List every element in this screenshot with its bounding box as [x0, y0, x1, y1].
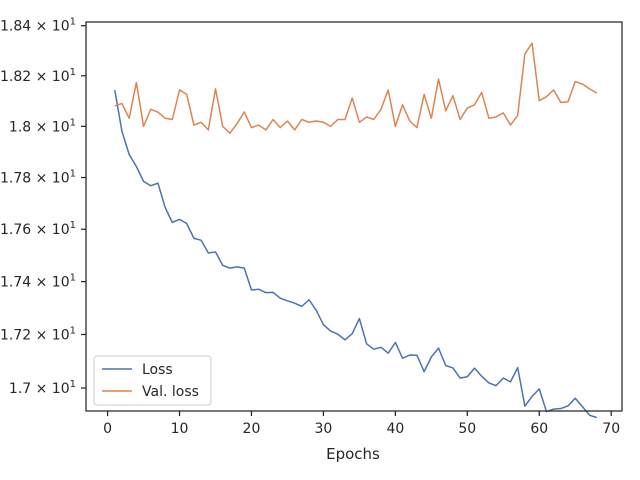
x-tick-label: 0	[103, 421, 112, 437]
x-tick-label: 30	[315, 421, 333, 437]
y-tick-label: 1.8 × 101	[9, 117, 76, 135]
x-tick-label: 70	[602, 421, 620, 437]
legend: Loss Val. loss	[93, 355, 212, 406]
y-tick-label: 1.78 × 101	[0, 169, 76, 187]
y-tick-label: 1.84 × 101	[0, 17, 76, 35]
legend-label-loss: Loss	[142, 362, 173, 378]
series-line-val-loss	[114, 42, 598, 134]
x-axis-label: Epochs	[326, 445, 380, 463]
y-tick-label: 1.76 × 101	[0, 220, 76, 238]
y-tick-label: 1.74 × 101	[0, 273, 76, 291]
x-tick-label: 50	[458, 421, 476, 437]
x-tick-label: 10	[171, 421, 189, 437]
y-tick-label: 1.82 × 101	[0, 67, 76, 85]
y-tick-label: 1.7 × 101	[9, 379, 76, 397]
series-line-loss	[114, 90, 598, 419]
x-tick-label: 40	[386, 421, 404, 437]
series-layer	[114, 42, 598, 419]
legend-label-val-loss: Val. loss	[142, 384, 199, 400]
plot-frame	[85, 21, 623, 412]
y-tick-label: 1.72 × 101	[0, 326, 76, 344]
x-tick-label: 20	[243, 421, 261, 437]
x-tick-label: 60	[530, 421, 548, 437]
y-axis-ticks: 1.7 × 101 1.72 × 101 1.74 × 101 1.76 × 101 1…	[0, 17, 86, 397]
x-axis-ticks: 0 10 20 30 40 50 60 70	[103, 411, 620, 437]
